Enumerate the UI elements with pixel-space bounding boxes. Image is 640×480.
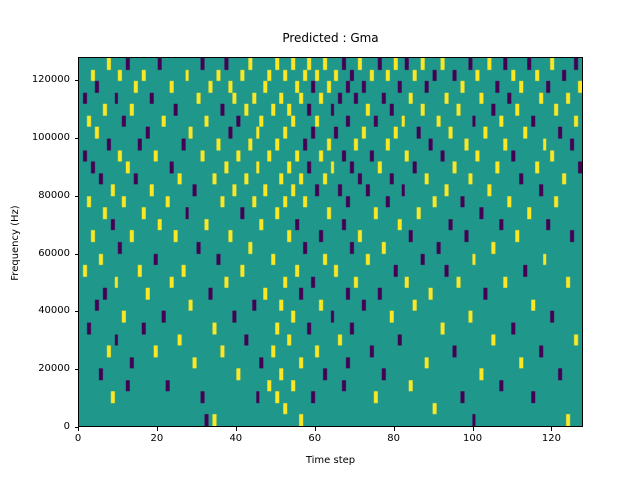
y-axis-label: Frequency (Hz) xyxy=(10,205,21,281)
y-tick-label: 60000 xyxy=(38,247,70,259)
x-tick-mark xyxy=(78,427,79,431)
y-tick-label: 0 xyxy=(63,421,70,432)
y-tick-mark xyxy=(74,369,78,371)
x-tick-label: 120 xyxy=(541,433,561,444)
heatmap-axes xyxy=(78,57,583,427)
x-tick-label: 100 xyxy=(462,433,483,444)
heatmap-canvas xyxy=(79,58,582,426)
y-tick-mark xyxy=(74,427,78,428)
x-tick-mark xyxy=(393,427,395,431)
y-tick-mark xyxy=(74,80,78,82)
y-tick-mark xyxy=(74,311,78,313)
x-tick-label: 60 xyxy=(308,433,322,444)
x-tick-label: 80 xyxy=(387,433,400,444)
y-tick-label: 80000 xyxy=(38,189,70,201)
y-tick-mark xyxy=(74,253,78,255)
x-tick-mark xyxy=(235,427,237,431)
y-tick-label: 100000 xyxy=(31,131,70,143)
x-axis-label: Time step xyxy=(305,455,356,466)
y-tick-mark xyxy=(74,195,78,197)
x-tick-label: 0 xyxy=(74,433,82,444)
y-tick-mark xyxy=(74,137,78,139)
x-tick-mark xyxy=(156,427,158,431)
x-tick-label: 20 xyxy=(150,433,164,444)
x-tick-mark xyxy=(472,427,474,431)
y-tick-label: 120000 xyxy=(31,74,70,86)
x-tick-mark xyxy=(551,427,553,431)
x-tick-label: 40 xyxy=(229,433,243,444)
y-tick-label: 20000 xyxy=(38,363,70,375)
y-tick-label: 40000 xyxy=(38,305,70,317)
x-tick-mark xyxy=(314,427,316,431)
chart-title: Predicted : Gma xyxy=(282,31,379,45)
